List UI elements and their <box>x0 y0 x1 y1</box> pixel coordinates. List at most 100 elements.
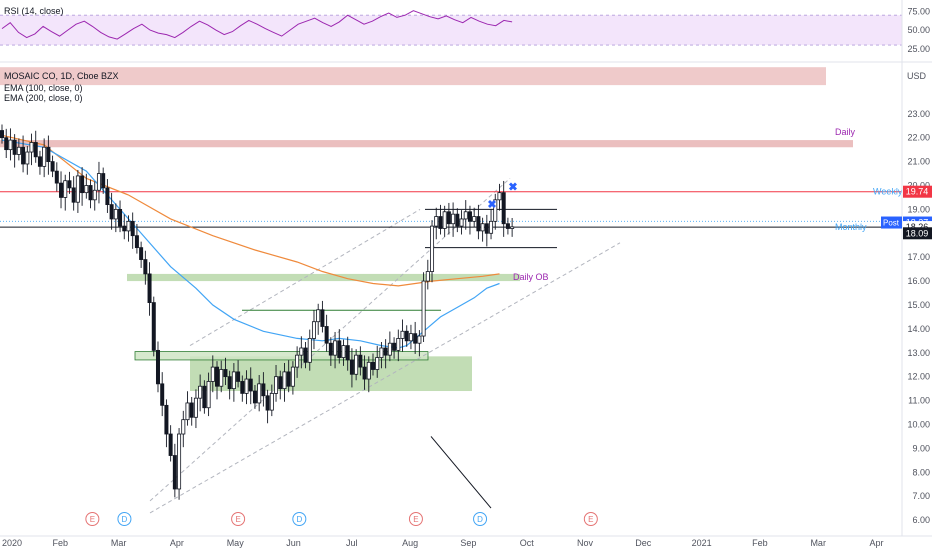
candle-body <box>349 359 354 375</box>
candle-body <box>227 376 232 390</box>
candle-body <box>172 455 177 490</box>
event-letter: E <box>90 515 95 524</box>
time-tick-label: Dec <box>635 538 652 548</box>
candle-body <box>248 378 253 392</box>
candle-body <box>42 146 47 167</box>
candle-body <box>198 385 203 399</box>
time-axis[interactable]: 2020 Feb Mar Apr May Jun Jul Aug Sep Oct Nov Dec 202… <box>0 535 932 548</box>
price-tick-label: 19.00 <box>907 204 930 214</box>
candle-body <box>451 213 456 225</box>
candle-body <box>358 354 363 368</box>
candle-body <box>257 383 262 404</box>
post-tag <box>881 216 902 229</box>
candle-body <box>345 345 350 361</box>
candle-body <box>383 347 388 356</box>
event-letter: D <box>122 515 128 524</box>
event-letter: D <box>296 515 302 524</box>
candle-body <box>80 175 85 194</box>
candle-body <box>101 173 106 189</box>
candle-body <box>501 192 506 225</box>
candle-body <box>476 216 481 232</box>
candle-body <box>189 402 194 418</box>
price-axis[interactable]: 75.0050.0025.00USD23.0022.0021.0020.0019… <box>881 0 932 536</box>
candle-body <box>164 404 169 435</box>
cross-marker: ✖ <box>508 181 517 193</box>
time-tick-label: Jun <box>286 538 301 548</box>
candle-body <box>63 180 68 198</box>
candle-body <box>316 309 321 323</box>
rsi-line <box>1 10 513 40</box>
candle-body <box>370 361 375 370</box>
channel-mid <box>189 208 421 347</box>
candle-body <box>134 235 139 249</box>
candle-body <box>50 161 55 172</box>
candle-body <box>290 366 295 387</box>
candle-body <box>244 378 249 394</box>
candle-body <box>92 189 97 201</box>
candle-body <box>168 433 173 456</box>
candle-body <box>417 335 422 344</box>
price-tick-label: 20.00 <box>907 180 930 190</box>
candle-body <box>413 333 418 344</box>
price-tick-label: 15.00 <box>907 300 930 310</box>
indicator-label: EMA (200, close, 0) <box>4 93 83 103</box>
candle-body <box>303 347 308 363</box>
price-tick-label: 12.00 <box>907 372 930 382</box>
candle-body <box>202 385 207 409</box>
candle-body <box>109 204 114 220</box>
candle-body <box>434 216 439 227</box>
time-tick-label: May <box>227 538 245 548</box>
candle-body <box>307 338 312 363</box>
candle-body <box>139 247 144 260</box>
time-tick-label: Mar <box>111 538 127 548</box>
level-label: Monthly <box>835 222 867 232</box>
candle-body <box>160 383 165 406</box>
candle-body <box>396 338 401 351</box>
candle-body <box>408 333 413 342</box>
candle-body <box>155 349 160 385</box>
candle-body <box>59 182 64 198</box>
ema200-line <box>1 134 500 287</box>
price-tick-label: 22.00 <box>907 133 930 143</box>
candle-body <box>320 309 325 327</box>
candle-body <box>25 151 30 165</box>
candle-body <box>130 220 135 237</box>
candle-body <box>295 354 300 368</box>
candle-body <box>269 392 274 411</box>
candle-body <box>421 280 426 337</box>
price-tick-label: 9.00 <box>912 443 930 453</box>
candle-body <box>282 371 287 390</box>
event-marker <box>231 512 246 526</box>
price-tick-label: 6.00 <box>912 515 930 525</box>
candle-body <box>21 146 26 165</box>
time-tick-label: Feb <box>752 538 768 548</box>
candle-body <box>387 342 392 356</box>
event-marker <box>117 512 132 526</box>
candle-body <box>328 342 333 356</box>
price-tick-label: 8.00 <box>912 467 930 477</box>
candle-body <box>206 381 211 409</box>
time-tick-label: Aug <box>402 538 418 548</box>
time-tick-label: Apr <box>170 538 184 548</box>
candle-body <box>231 371 236 390</box>
candle-body <box>12 139 17 155</box>
candle-body <box>463 211 468 220</box>
candle-body <box>113 208 118 220</box>
candle-body <box>274 376 279 394</box>
time-tick-label: Jul <box>346 538 358 548</box>
zone <box>134 351 429 361</box>
price-pane: Daily Daily OB Weekly Monthly ✖ ✖ E D E D E D E <box>0 67 903 526</box>
time-tick-label: Sep <box>460 538 476 548</box>
event-letter: E <box>588 515 593 524</box>
rsi-tick-label: 75.00 <box>907 6 930 16</box>
candle-body <box>105 187 110 206</box>
candle-body <box>71 187 76 203</box>
candle-body <box>354 354 359 375</box>
candle-body <box>67 180 72 189</box>
candle-body <box>510 226 515 229</box>
candle-body <box>96 173 101 191</box>
drawn-line <box>430 436 492 509</box>
candle-body <box>442 211 447 229</box>
event-marker <box>583 512 598 526</box>
